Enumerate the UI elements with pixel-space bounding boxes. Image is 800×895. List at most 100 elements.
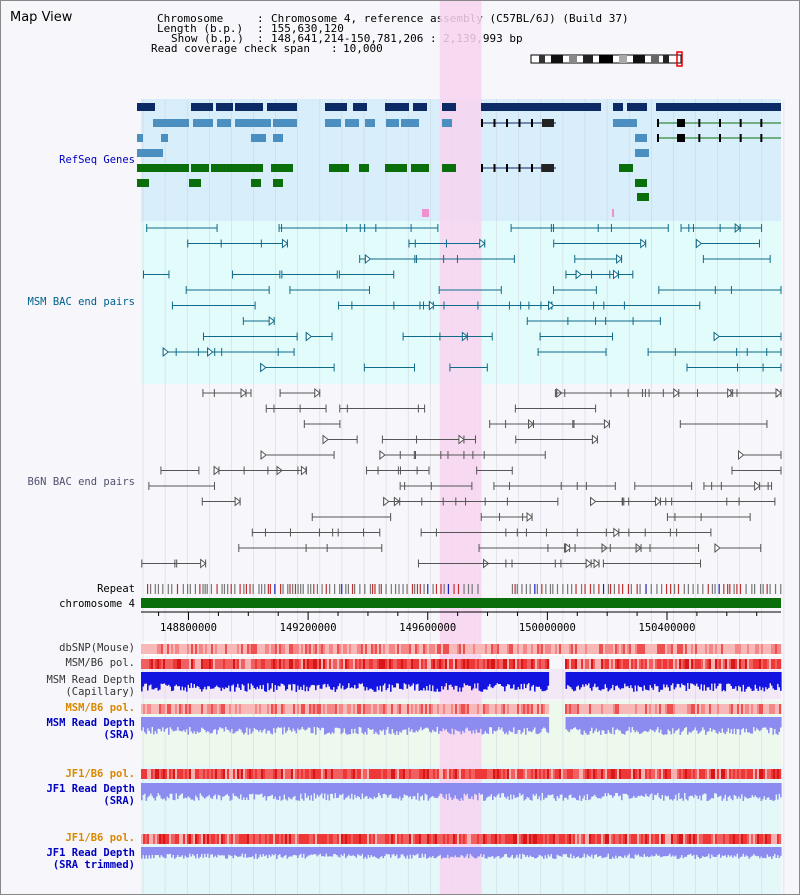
msm-bac-pair-46[interactable] xyxy=(185,286,270,294)
msm-bac-pair-41[interactable] xyxy=(603,301,701,310)
refseq-gene-1-5[interactable] xyxy=(273,119,297,127)
jf1-b6-pol-trimmed-heat[interactable] xyxy=(141,834,782,844)
b6n-bac-pair-32[interactable] xyxy=(160,466,200,475)
b6n-bac-pair-88[interactable] xyxy=(148,482,216,490)
refseq-gene-3-1[interactable] xyxy=(635,149,649,157)
b6n-bac-pair-53[interactable] xyxy=(322,434,358,445)
msm-bac-pair-24[interactable] xyxy=(305,331,333,342)
msm-bac-pair-62[interactable] xyxy=(438,286,502,294)
chromosome-ideogram[interactable] xyxy=(529,51,689,67)
b6n-bac-pair-60[interactable] xyxy=(251,528,339,537)
b6n-bac-pair-54[interactable] xyxy=(505,420,575,428)
b6n-bac-pair-68[interactable] xyxy=(399,466,430,475)
b6n-bac-pair-55[interactable] xyxy=(435,528,527,537)
refseq-gene-0-6[interactable] xyxy=(353,103,367,111)
refseq-genes-track[interactable] xyxy=(137,103,781,217)
b6n-bac-pair-80[interactable] xyxy=(565,542,651,554)
refseq-gene-4-2[interactable] xyxy=(211,164,263,172)
b6n-bac-pair-73[interactable] xyxy=(417,559,507,568)
refseq-gene-0-7[interactable] xyxy=(385,103,409,111)
b6n-bac-pair-84[interactable] xyxy=(346,404,426,413)
highlight-band[interactable] xyxy=(439,1,482,894)
repeat-track[interactable] xyxy=(147,584,782,594)
msm-bac-pair-61[interactable] xyxy=(537,348,607,356)
dbsnp-heat[interactable] xyxy=(141,644,782,654)
msm-bac-pair-35[interactable] xyxy=(289,286,371,294)
refseq-gene-1-10[interactable] xyxy=(401,119,419,127)
b6n-bac-pair-75[interactable] xyxy=(644,387,680,399)
refseq-gene-1-3[interactable] xyxy=(217,119,231,127)
b6n-bac-pair-34[interactable] xyxy=(416,434,465,445)
refseq-gene-1-7[interactable] xyxy=(345,119,359,127)
refseq-gene-0-2[interactable] xyxy=(216,103,233,111)
b6n-bac-pair-85[interactable] xyxy=(731,466,782,475)
msm-bac-pair-37[interactable] xyxy=(351,301,424,310)
refseq-gene-1-4[interactable] xyxy=(235,119,271,127)
msm-bac-pair-48[interactable] xyxy=(597,224,669,232)
b6n-bac-pair-94[interactable] xyxy=(273,404,327,413)
msm-bac-pair-44[interactable] xyxy=(591,269,620,280)
refseq-gene-2-2[interactable] xyxy=(251,134,266,142)
msm-bac-pair-8[interactable] xyxy=(232,270,281,279)
msm-depth-sra-bars[interactable] xyxy=(141,717,782,735)
msm-bac-pair-47[interactable] xyxy=(686,363,764,372)
refseq-gene-2-3[interactable] xyxy=(273,134,283,142)
b6n-bac-pair-90[interactable] xyxy=(218,465,308,476)
refseq-gene-0-9[interactable] xyxy=(442,103,456,111)
b6n-bac-pair-17[interactable] xyxy=(572,418,611,430)
b6n-bac-track[interactable] xyxy=(141,387,782,569)
msm-bac-pair-42[interactable] xyxy=(408,239,447,248)
msm-bac-pair-45[interactable] xyxy=(574,253,623,265)
b6n-bac-pair-86[interactable] xyxy=(201,496,241,507)
refseq-gene-4-7[interactable] xyxy=(411,164,429,172)
b6n-bac-pair-37[interactable] xyxy=(311,513,392,521)
jf1-depth-trimmed-bars[interactable] xyxy=(141,847,782,859)
msm-b6-pol-heat[interactable] xyxy=(141,659,782,669)
msm-bac-pair-60[interactable] xyxy=(402,332,493,341)
b6n-bac-pair-71[interactable] xyxy=(399,451,474,459)
b6n-bac-pair-93[interactable] xyxy=(213,387,247,399)
b6n-bac-pair-40[interactable] xyxy=(279,387,321,399)
refseq-gene-0-12[interactable] xyxy=(627,103,647,111)
refseq-gene-1-8[interactable] xyxy=(365,119,375,127)
b6n-bac-pair-66[interactable] xyxy=(726,497,776,506)
refseq-gene-4-6[interactable] xyxy=(385,164,407,172)
b6n-bac-pair-92[interactable] xyxy=(305,544,383,552)
msm-b6-pol-sra-heat[interactable] xyxy=(141,704,782,714)
b6n-bac-pair-76[interactable] xyxy=(303,420,341,428)
jf1-b6-pol-heat[interactable] xyxy=(141,769,782,779)
refseq-gene-0-8[interactable] xyxy=(413,103,427,111)
b6n-bac-pair-62[interactable] xyxy=(508,482,587,490)
refseq-gene-0-4[interactable] xyxy=(267,103,297,111)
msm-bac-pair-58[interactable] xyxy=(142,270,170,279)
msm-bac-pair-20[interactable] xyxy=(207,346,295,358)
b6n-bac-pair-51[interactable] xyxy=(366,466,399,475)
refseq-gene-0-1[interactable] xyxy=(191,103,213,111)
msm-bac-pair-55[interactable] xyxy=(695,238,760,249)
refseq-gene-1-9[interactable] xyxy=(386,119,399,127)
msm-bac-pair-65[interactable] xyxy=(714,286,782,294)
refseq-gene-0-10[interactable] xyxy=(481,103,601,111)
refseq-gene-4-3[interactable] xyxy=(271,164,293,172)
refseq-gene-0-13[interactable] xyxy=(656,103,781,111)
b6n-bac-pair-81[interactable] xyxy=(590,496,623,507)
msm-bac-pair-33[interactable] xyxy=(553,238,647,249)
refseq-marker-pink[interactable] xyxy=(422,209,429,217)
b6n-bac-pair-72[interactable] xyxy=(399,482,473,490)
msm-bac-pair-56[interactable] xyxy=(242,315,275,327)
refseq-gene-0-3[interactable] xyxy=(235,103,263,111)
msm-bac-pair-25[interactable] xyxy=(510,224,554,232)
msm-bac-pair-40[interactable] xyxy=(260,362,335,373)
refseq-exon-block-d[interactable] xyxy=(677,134,685,142)
refseq-gene-0-11[interactable] xyxy=(613,103,623,111)
refseq-exon-block-a[interactable] xyxy=(542,119,554,127)
msm-bac-pair-36[interactable] xyxy=(281,270,338,279)
b6n-bac-pair-91[interactable] xyxy=(674,513,751,521)
refseq-gene-4-8[interactable] xyxy=(442,164,456,172)
refseq-gene-0-0[interactable] xyxy=(137,103,155,111)
refseq-gene-1-12[interactable] xyxy=(613,119,637,127)
refseq-gene-4-0[interactable] xyxy=(137,164,189,172)
b6n-bac-pair-19[interactable] xyxy=(714,542,762,554)
msm-bac-pair-50[interactable] xyxy=(146,224,218,232)
msm-bac-pair-9[interactable] xyxy=(702,255,771,263)
